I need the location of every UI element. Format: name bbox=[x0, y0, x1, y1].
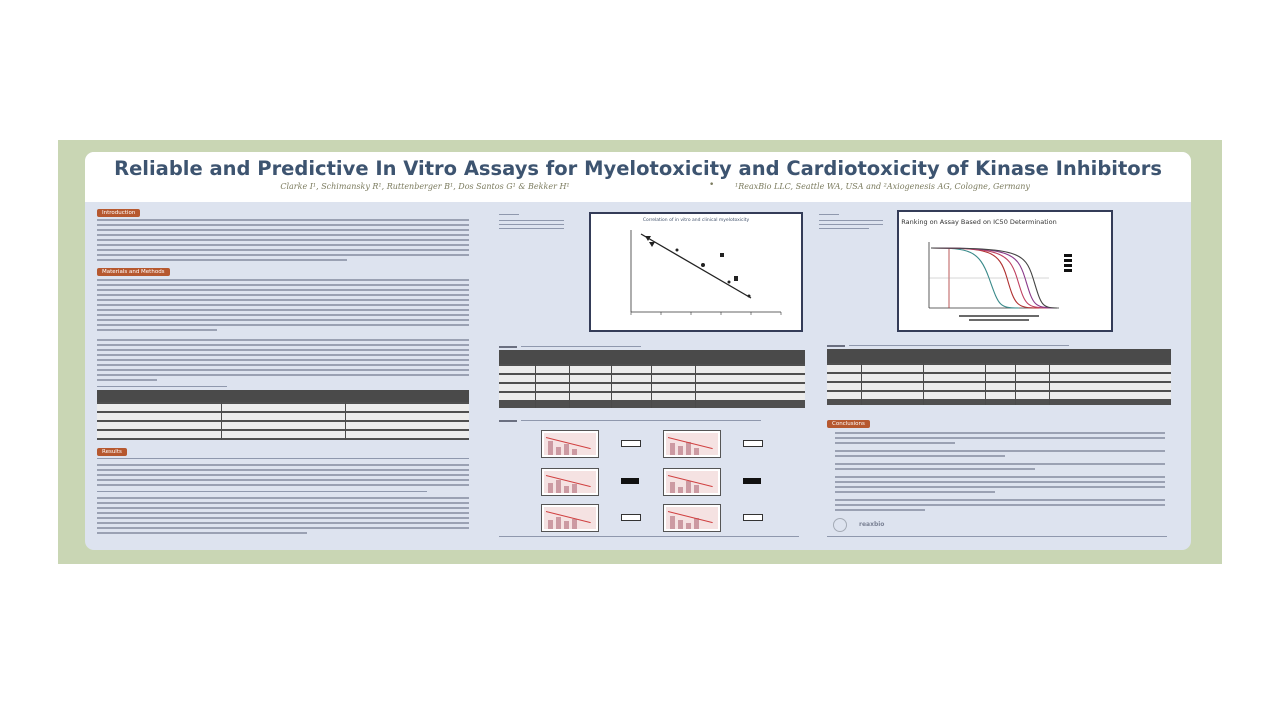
correlation-chart: Correlation of in vitro and clinical mye… bbox=[589, 212, 803, 332]
methods-table bbox=[97, 390, 469, 440]
correlation-chart-title: Correlation of in vitro and clinical mye… bbox=[643, 217, 750, 223]
title-band: Reliable and Predictive In Vitro Assays … bbox=[85, 152, 1191, 202]
section-conclusions: Conclusions bbox=[827, 420, 870, 428]
reaxbio-logo-icon bbox=[833, 518, 847, 532]
myelotoxicity-table bbox=[499, 350, 805, 408]
affiliations: ¹ReaxBio LLC, Seattle WA, USA and ²Axiog… bbox=[735, 182, 1030, 191]
poster-frame: Reliable and Predictive In Vitro Assays … bbox=[58, 140, 1222, 564]
ic50-chart-title: Ranking on Assay Based on IC50 Determina… bbox=[901, 218, 1056, 226]
authors: Clarke I¹, Schimansky R¹, Ruttenberger B… bbox=[280, 182, 570, 191]
section-results: Results bbox=[97, 448, 127, 456]
poster-panel: Reliable and Predictive In Vitro Assays … bbox=[85, 152, 1191, 550]
cardiotoxicity-table bbox=[827, 349, 1171, 405]
section-introduction: Introduction bbox=[97, 209, 141, 217]
separator-bullet: • bbox=[709, 180, 715, 190]
poster-title: Reliable and Predictive In Vitro Assays … bbox=[114, 157, 1162, 180]
ic50-ranking-chart: Ranking on Assay Based on IC50 Determina… bbox=[897, 210, 1113, 332]
reaxbio-logo-text: reaxbio bbox=[859, 521, 885, 528]
section-materials-methods: Materials and Methods bbox=[97, 268, 170, 276]
